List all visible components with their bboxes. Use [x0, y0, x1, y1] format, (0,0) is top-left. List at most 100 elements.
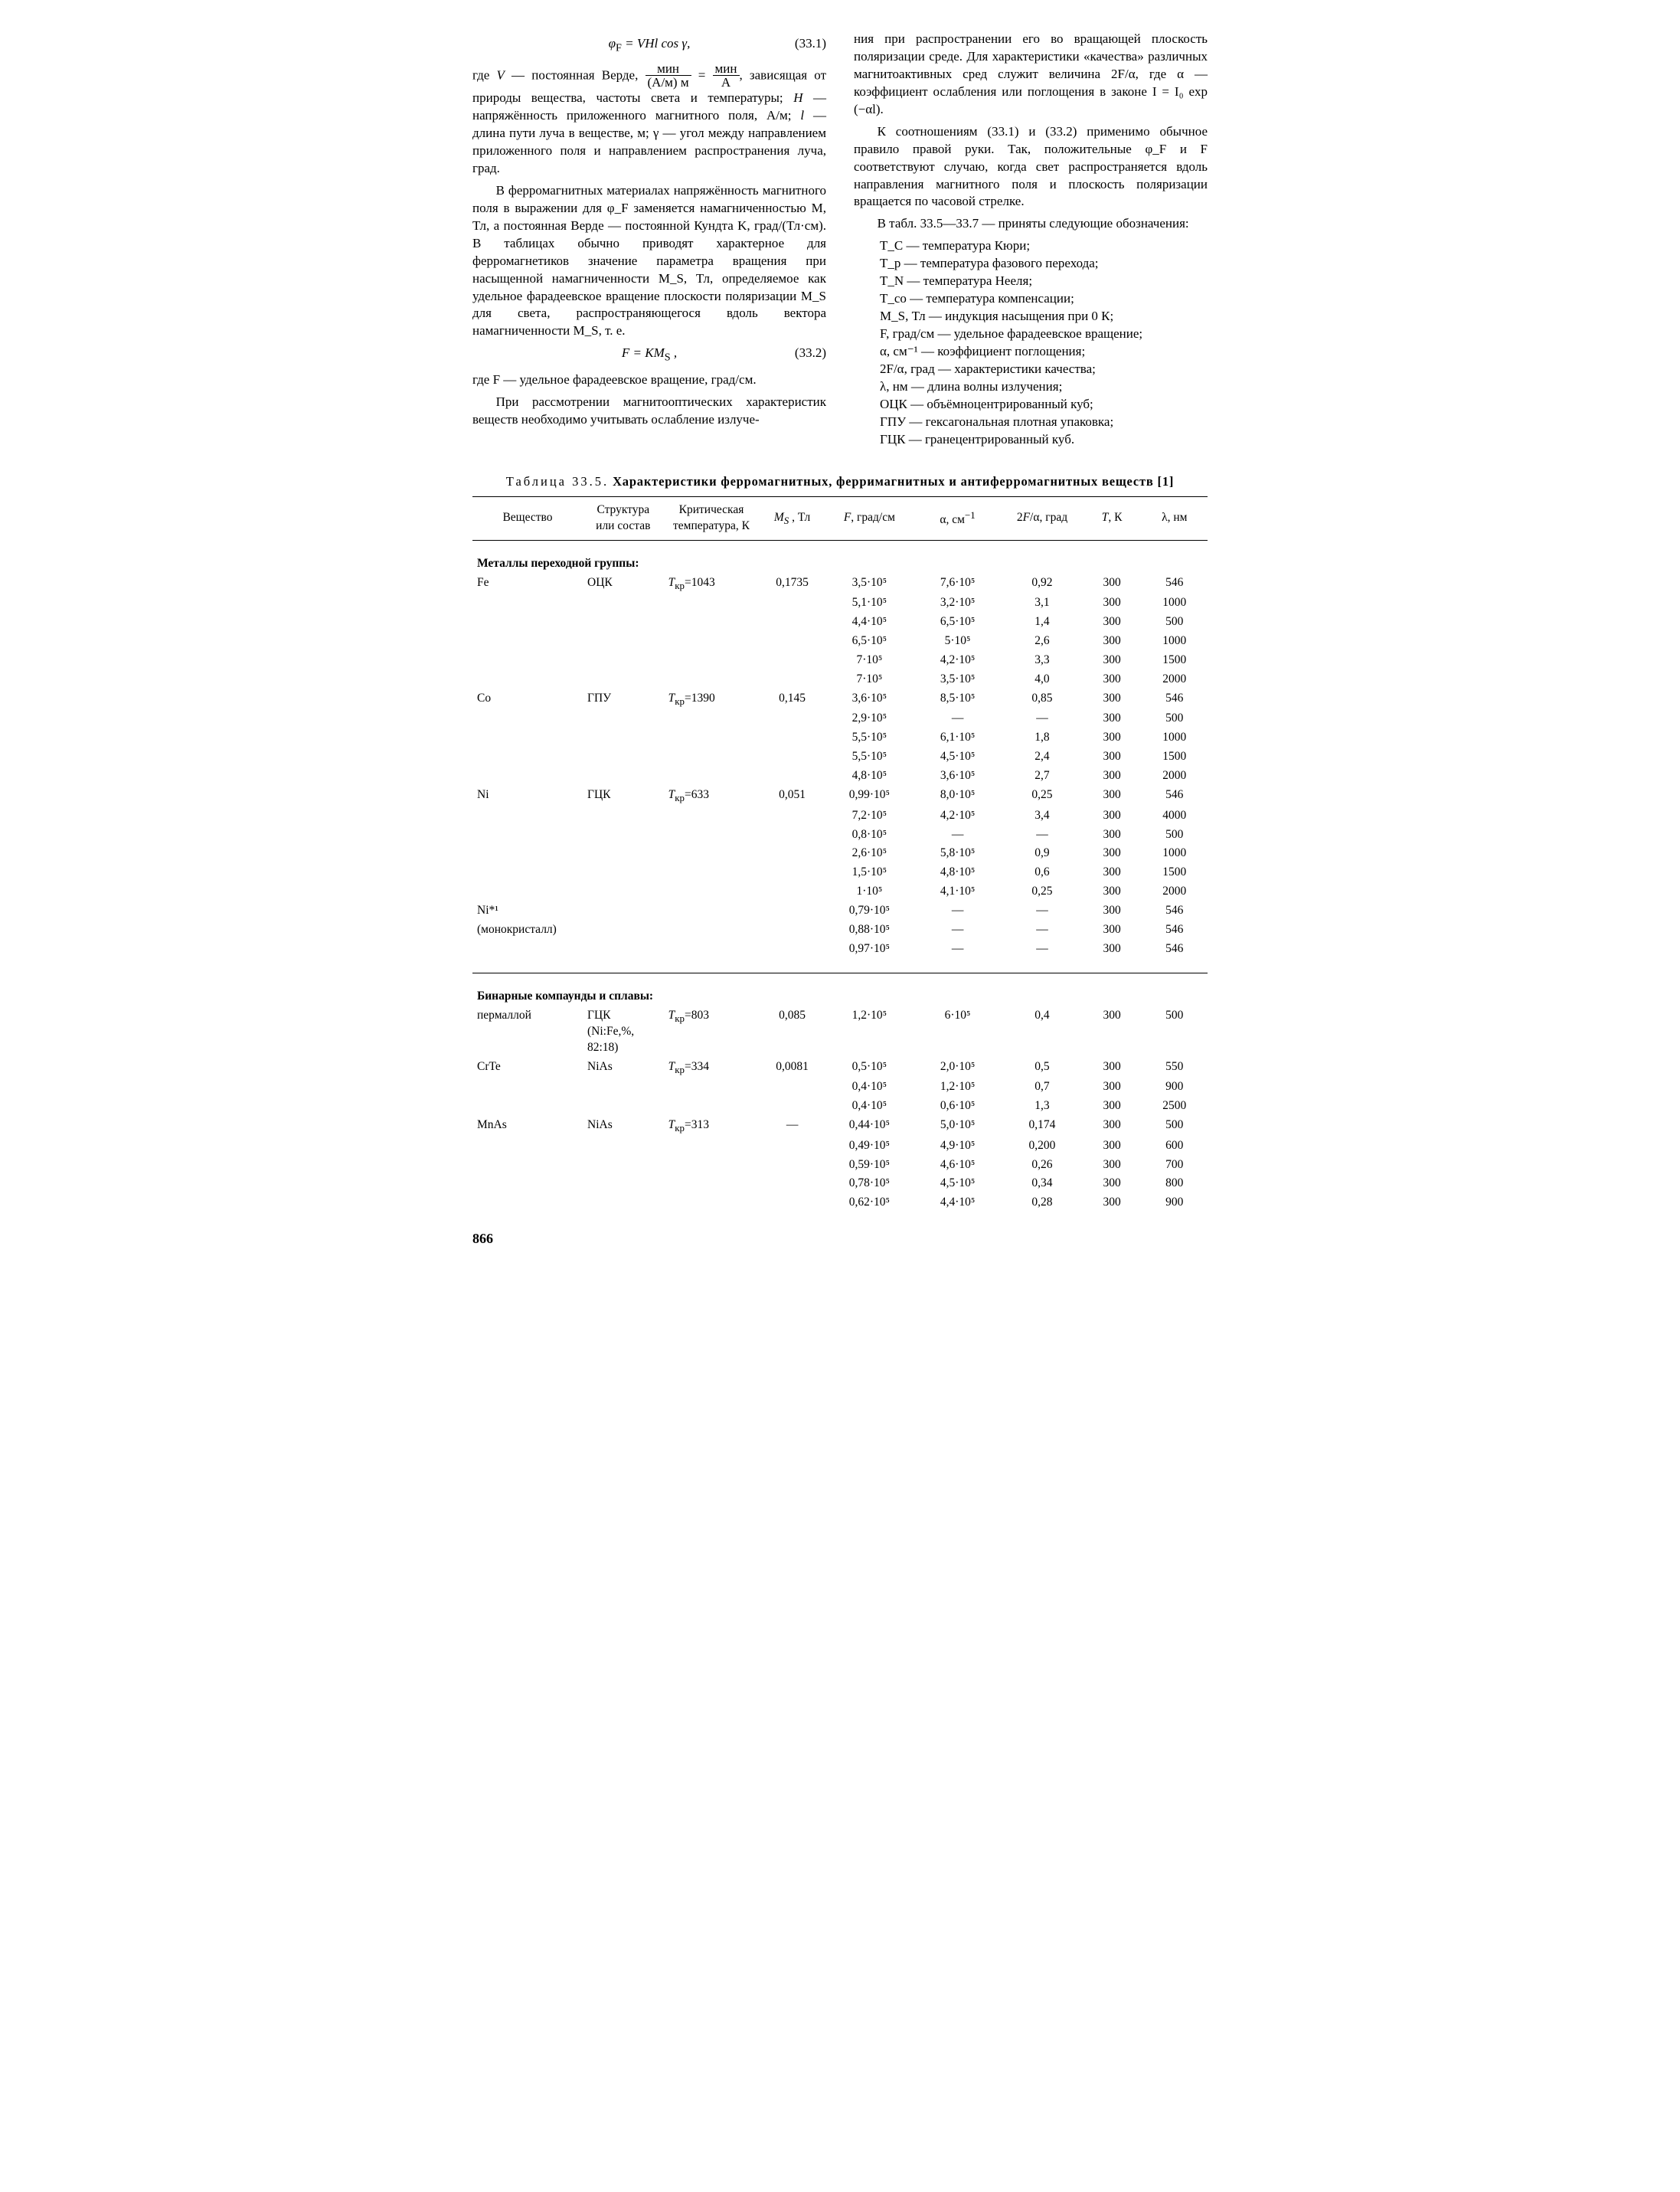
- table-cell: 300: [1083, 806, 1142, 826]
- table-cell: —: [1002, 940, 1083, 959]
- table-row: 0,97·10⁵——300546: [472, 940, 1208, 959]
- table-cell: [472, 728, 583, 748]
- table-cell: 300: [1083, 940, 1142, 959]
- table-cell: 546: [1142, 940, 1208, 959]
- table-cell: 300: [1083, 786, 1142, 806]
- table-cell: [664, 767, 760, 786]
- table-cell: 4000: [1142, 806, 1208, 826]
- th-tk: T, К: [1083, 496, 1142, 540]
- table-cell: 3,3: [1002, 651, 1083, 670]
- table-cell: 1,3: [1002, 1097, 1083, 1116]
- table-cell: [583, 594, 664, 613]
- para-left-1: где V — постоянная Верде, мин(А/м) м = м…: [472, 62, 826, 178]
- table-cell: 3,6·10⁵: [825, 689, 914, 710]
- table-cell: 300: [1083, 748, 1142, 767]
- table-row: 0,4·10⁵0,6·10⁵1,33002500: [472, 1097, 1208, 1116]
- table-cell: 546: [1142, 901, 1208, 921]
- table-cell: 0,174: [1002, 1116, 1083, 1137]
- table-cell: [583, 1078, 664, 1097]
- section-title-cell: Металлы переходной группы:: [472, 555, 664, 574]
- table-cell: [759, 1193, 825, 1212]
- table-cell: 800: [1142, 1174, 1208, 1193]
- table-cell: 0,5·10⁵: [825, 1058, 914, 1078]
- table-cell: Fe: [472, 574, 583, 594]
- table-cell: —: [914, 921, 1002, 940]
- th-substance: Вещество: [472, 496, 583, 540]
- para-left-4: При рассмотрении магнитооптических харак…: [472, 394, 826, 429]
- table-cell: [472, 826, 583, 845]
- table-cell: NiAs: [583, 1116, 664, 1137]
- table-cell: [664, 844, 760, 863]
- table-cell: [472, 632, 583, 651]
- table-cell: 5,8·10⁵: [914, 844, 1002, 863]
- table-cell: [759, 1137, 825, 1156]
- th-alpha: α, см−1: [914, 496, 1002, 540]
- table-cell: [472, 1156, 583, 1175]
- table-row: 2,6·10⁵5,8·10⁵0,93001000: [472, 844, 1208, 863]
- table-cell: [583, 844, 664, 863]
- table-cell: 0,200: [1002, 1137, 1083, 1156]
- table-cell: 1500: [1142, 863, 1208, 882]
- table-cell: —: [1002, 921, 1083, 940]
- table-row: 4,4·10⁵6,5·10⁵1,4300500: [472, 613, 1208, 632]
- table-cell: 4,0: [1002, 670, 1083, 689]
- equation-33-1: φF = VHl cos γ, (33.1): [472, 35, 826, 56]
- table-cell: [664, 1193, 760, 1212]
- table-cell: [759, 806, 825, 826]
- table-cell: 2,9·10⁵: [825, 709, 914, 728]
- table-row: CoГПУTкр=13900,1453,6·10⁵8,5·10⁵0,853005…: [472, 689, 1208, 710]
- table-cell: —: [1002, 709, 1083, 728]
- table-cell: [472, 767, 583, 786]
- table-cell: [759, 826, 825, 845]
- table-row: 0,62·10⁵4,4·10⁵0,28300900: [472, 1193, 1208, 1212]
- table-cell: 0,34: [1002, 1174, 1083, 1193]
- table-cell: 2,6·10⁵: [825, 844, 914, 863]
- table-cell: 0,7: [1002, 1078, 1083, 1097]
- table-cell: [472, 613, 583, 632]
- definitions-list: T_C — температура Кюри; T_p — температур…: [880, 237, 1208, 448]
- table-cell: [472, 748, 583, 767]
- table-cell: [472, 882, 583, 901]
- table-cell: 2000: [1142, 670, 1208, 689]
- table-cell: 3,1: [1002, 594, 1083, 613]
- table-cell: [759, 1097, 825, 1116]
- section-title-cell: Бинарные компаунды и сплавы:: [472, 987, 664, 1006]
- table-cell: 2,4: [1002, 748, 1083, 767]
- table-cell: 300: [1083, 1137, 1142, 1156]
- table-cell: 300: [1083, 1174, 1142, 1193]
- table-cell: CrTe: [472, 1058, 583, 1078]
- table-cell: —: [914, 901, 1002, 921]
- table-cell: [664, 1097, 760, 1116]
- para-right-2: К соотношениям (33.1) и (33.2) применимо…: [854, 123, 1208, 211]
- table-cell: [759, 728, 825, 748]
- def-ock: ОЦК — объёмноцентрированный куб;: [880, 396, 1208, 414]
- table-cell: 3,4: [1002, 806, 1083, 826]
- table-cell: [472, 594, 583, 613]
- para-right-3: В табл. 33.5—33.7 — приняты следующие об…: [854, 215, 1208, 233]
- table-cell: 1000: [1142, 728, 1208, 748]
- table-cell: [759, 1156, 825, 1175]
- table-cell: [759, 921, 825, 940]
- table-cell: (монокристалл): [472, 921, 583, 940]
- eq-number-1: (33.1): [795, 35, 826, 53]
- table-cell: [759, 709, 825, 728]
- table-cell: 7,6·10⁵: [914, 574, 1002, 594]
- def-tco: T_co — температура компенсации;: [880, 290, 1208, 308]
- table-cell: 0,92: [1002, 574, 1083, 594]
- table-cell: 2,7: [1002, 767, 1083, 786]
- table-cell: [583, 1156, 664, 1175]
- table-section-header: Бинарные компаунды и сплавы:: [472, 987, 1208, 1006]
- table-cell: 3,6·10⁵: [914, 767, 1002, 786]
- table-cell: NiAs: [583, 1058, 664, 1078]
- table-cell: 300: [1083, 574, 1142, 594]
- table-cell: [664, 670, 760, 689]
- table-cell: 300: [1083, 1097, 1142, 1116]
- table-cell: 4,5·10⁵: [914, 748, 1002, 767]
- table-cell: [583, 613, 664, 632]
- table-cell: 3,5·10⁵: [914, 670, 1002, 689]
- table-cell: —: [1002, 826, 1083, 845]
- def-tn: T_N — температура Нееля;: [880, 273, 1208, 290]
- table-cell: [583, 1137, 664, 1156]
- table-cell: [583, 882, 664, 901]
- table-cell: [759, 594, 825, 613]
